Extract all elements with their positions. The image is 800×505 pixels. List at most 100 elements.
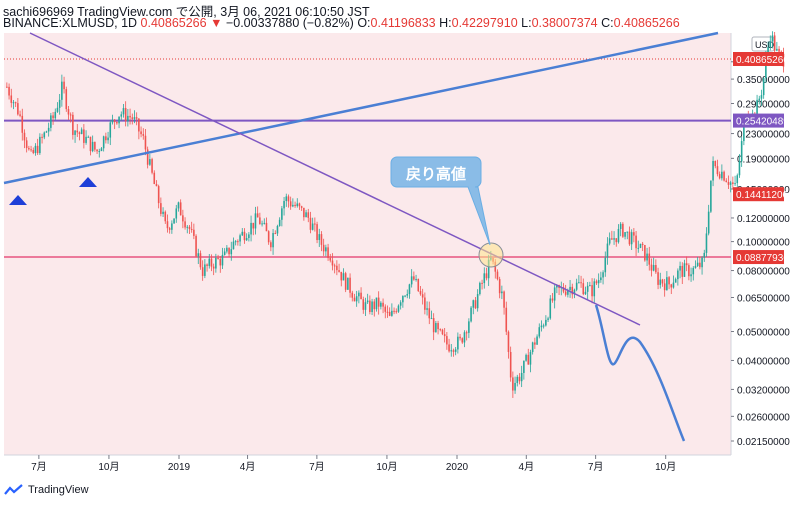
candle-body <box>773 35 776 51</box>
usd-label: USD <box>755 40 775 50</box>
candle-body <box>432 318 435 333</box>
candle-body <box>175 208 178 219</box>
candle-body <box>404 295 406 297</box>
candle-body <box>50 115 52 128</box>
candle-body <box>331 260 334 266</box>
symbol-label[interactable]: BINANCE:XLMUSD, 1D <box>3 16 138 30</box>
candle-body <box>668 277 670 285</box>
candle-body <box>769 41 772 48</box>
candle-body <box>547 318 549 320</box>
candle-body <box>186 226 189 228</box>
candle-body <box>734 183 736 185</box>
candle-body <box>536 336 538 345</box>
candle-body <box>347 277 349 290</box>
candle-body <box>527 354 530 365</box>
candle-body <box>463 332 466 343</box>
tradingview-logo-icon <box>4 484 23 495</box>
candle-body <box>111 119 114 123</box>
candle-body <box>201 267 204 276</box>
candle-body <box>523 360 525 373</box>
candle-body <box>461 338 464 343</box>
candle-body <box>80 129 83 135</box>
candle-body <box>659 279 662 285</box>
candle-body <box>17 103 19 115</box>
up-triangle-icon <box>9 195 27 205</box>
candle-body <box>512 377 514 391</box>
candle-body <box>542 325 545 327</box>
candle-body <box>481 282 483 284</box>
candle-body <box>340 271 343 281</box>
candle-body <box>608 238 611 244</box>
candle-body <box>199 253 202 268</box>
candle-body <box>479 282 481 295</box>
candle-body <box>107 137 109 141</box>
candle-body <box>439 329 442 331</box>
x-tick-label: 10月 <box>655 461 676 473</box>
symbol-ohlc-bar: BINANCE:XLMUSD, 1D 0.40865266 ▼ −0.00337… <box>3 16 680 30</box>
candle-body <box>725 180 728 183</box>
candle-body <box>562 287 565 292</box>
candle-body <box>76 130 79 133</box>
candle-body <box>428 308 431 319</box>
annotation-text: 戻り高値 <box>405 165 466 183</box>
candle-body <box>760 95 763 99</box>
candle-body <box>305 212 307 218</box>
candle-body <box>718 174 721 179</box>
candle-body <box>472 300 475 308</box>
candle-body <box>109 122 112 138</box>
candle-body <box>617 228 620 243</box>
candle-body <box>516 376 519 383</box>
candle-body <box>743 123 745 142</box>
candle-body <box>549 298 552 319</box>
candle-body <box>633 232 635 236</box>
high-label: H: <box>439 16 452 30</box>
candle-body <box>505 307 508 332</box>
candle-body <box>69 114 72 116</box>
candle-body <box>723 171 725 181</box>
candle-body <box>320 234 323 245</box>
close-label: C: <box>601 16 614 30</box>
candle-body <box>272 233 274 248</box>
candle-body <box>657 272 659 285</box>
candle-body <box>318 234 321 241</box>
candle-body <box>325 247 327 252</box>
candle-body <box>338 270 340 272</box>
candle-body <box>223 251 226 255</box>
candle-body <box>729 182 732 185</box>
candle-body <box>582 283 585 295</box>
candle-body <box>778 48 780 52</box>
candle-body <box>303 207 305 218</box>
candle-body <box>648 253 651 265</box>
candle-body <box>336 265 338 271</box>
change-value: −0.00337880 (−0.82%) <box>225 16 354 30</box>
candle-body <box>732 182 734 184</box>
candle-body <box>102 136 105 149</box>
candle-body <box>380 302 382 307</box>
candle-body <box>307 212 310 218</box>
x-tick-label: 7月 <box>309 461 325 473</box>
tradingview-brand[interactable]: TradingView <box>4 484 89 496</box>
price-label-text: 0.25420489 <box>736 117 789 128</box>
candle-body <box>402 296 404 303</box>
candle-body <box>377 297 380 307</box>
up-triangle-icon <box>79 177 97 187</box>
candle-body <box>182 215 184 222</box>
y-tick-label: 0.02600000 <box>737 412 790 423</box>
candle-body <box>197 253 200 257</box>
candle-body <box>188 226 191 229</box>
candle-body <box>452 350 455 352</box>
candle-body <box>509 351 512 378</box>
candle-body <box>476 294 479 309</box>
candle-body <box>124 108 127 122</box>
candle-body <box>503 291 505 308</box>
down-arrow-icon: ▼ <box>210 16 223 30</box>
candle-body <box>129 115 131 118</box>
candle-body <box>694 265 697 268</box>
price-label-bg <box>733 250 784 265</box>
candle-body <box>329 257 332 261</box>
candle-body <box>448 344 450 352</box>
candle-body <box>430 318 433 320</box>
candle-body <box>564 291 567 295</box>
candle-body <box>10 95 13 103</box>
